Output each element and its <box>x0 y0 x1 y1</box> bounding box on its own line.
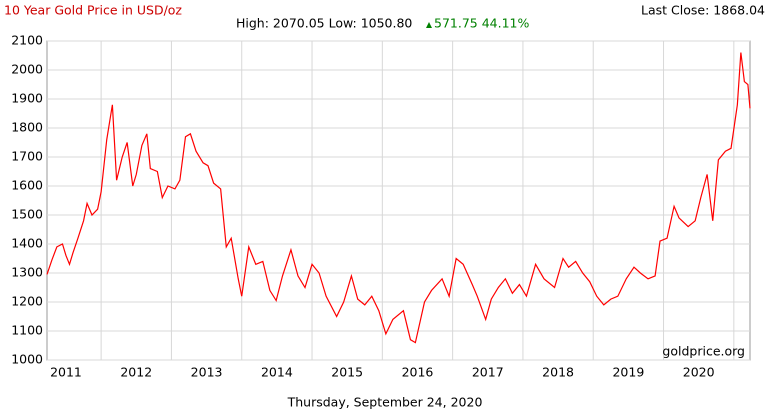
x-tick-label: 2018 <box>542 365 574 380</box>
plot-frame <box>46 40 751 361</box>
price-line <box>46 52 751 344</box>
price-change: 571.75 44.11% <box>434 16 529 31</box>
x-tick-label: 2020 <box>683 365 715 380</box>
y-tick-label: 1900 <box>11 91 43 106</box>
y-tick-label: 1500 <box>11 207 43 222</box>
price-stats: High: 2070.05 Low: 1050.80 <box>236 16 412 31</box>
date-label: Thursday, September 24, 2020 <box>287 395 483 410</box>
x-tick-label: 2015 <box>331 365 363 380</box>
x-tick-label: 2017 <box>472 365 504 380</box>
source-label: goldprice.org <box>662 344 745 359</box>
y-tick-label: 1000 <box>11 352 43 367</box>
y-tick-label: 1400 <box>11 236 43 251</box>
x-tick-label: 2011 <box>50 365 82 380</box>
y-tick-label: 1300 <box>11 265 43 280</box>
last-close: Last Close: 1868.04 <box>641 3 765 18</box>
y-tick-label: 1700 <box>11 149 43 164</box>
x-tick-label: 2013 <box>191 365 223 380</box>
x-tick-label: 2016 <box>402 365 434 380</box>
x-tick-label: 2019 <box>612 365 644 380</box>
y-tick-label: 2100 <box>11 33 43 48</box>
y-tick-label: 1600 <box>11 178 43 193</box>
up-arrow <box>426 22 432 28</box>
y-tick-label: 1800 <box>11 120 43 135</box>
x-tick-label: 2012 <box>120 365 152 380</box>
y-tick-label: 1200 <box>11 294 43 309</box>
y-tick-label: 1100 <box>11 323 43 338</box>
chart-title: 10 Year Gold Price in USD/oz <box>4 3 182 18</box>
x-tick-label: 2014 <box>261 365 293 380</box>
y-tick-label: 2000 <box>11 62 43 77</box>
